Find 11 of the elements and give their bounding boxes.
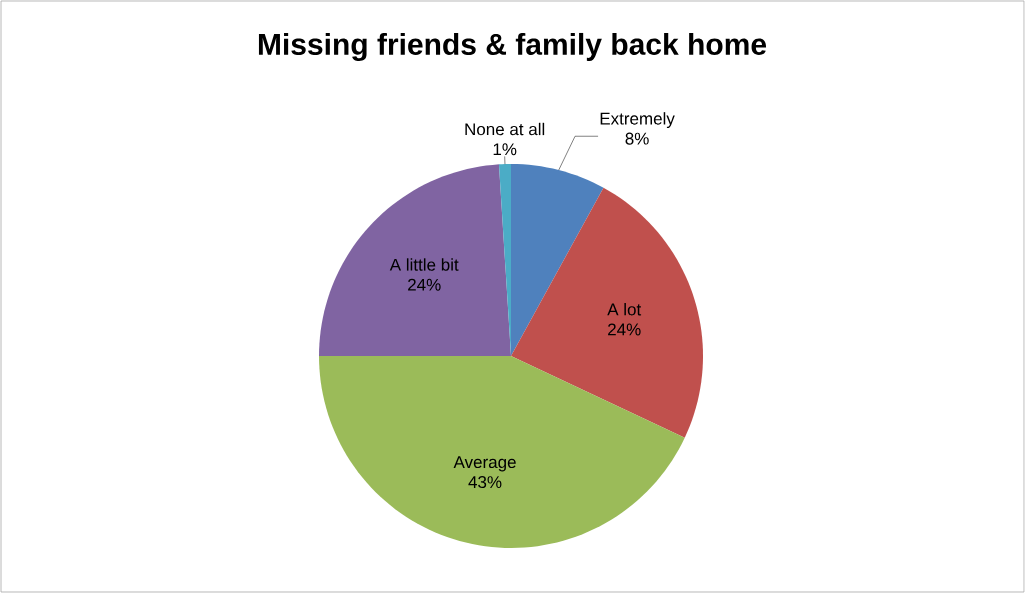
slice-label: Average xyxy=(453,456,516,472)
data-label: 8% xyxy=(625,132,649,145)
data-label: 24% xyxy=(408,278,441,291)
chart-title: Missing friends & family back home xyxy=(258,32,767,62)
slice-label: A little bit xyxy=(389,258,459,271)
slice-label: Extremely xyxy=(600,112,675,129)
slice-label: A lot xyxy=(607,303,642,316)
data-label: 1% xyxy=(493,143,517,156)
data-label: 43% xyxy=(468,476,502,489)
slice-label: None at all xyxy=(465,122,545,136)
data-label: 24% xyxy=(608,323,641,336)
